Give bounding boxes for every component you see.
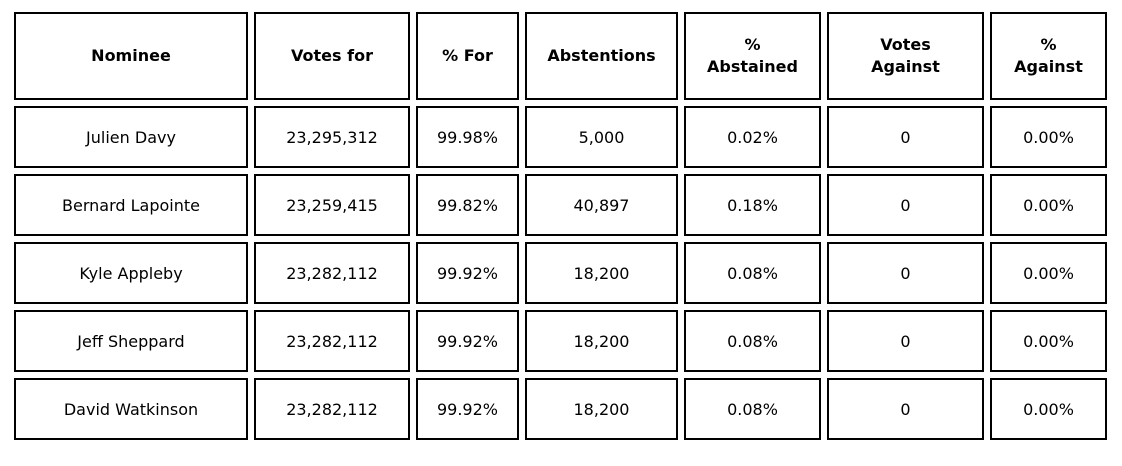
cell-percent-for: 99.92% bbox=[416, 378, 519, 440]
table-row: Kyle Appleby 23,282,112 99.92% 18,200 0.… bbox=[14, 242, 1107, 304]
cell-percent-against: 0.00% bbox=[990, 242, 1107, 304]
cell-percent-against: 0.00% bbox=[990, 174, 1107, 236]
cell-percent-abstained: 0.08% bbox=[684, 242, 821, 304]
cell-percent-abstained: 0.08% bbox=[684, 378, 821, 440]
cell-abstentions: 5,000 bbox=[525, 106, 678, 168]
cell-percent-for: 99.82% bbox=[416, 174, 519, 236]
cell-votes-for: 23,282,112 bbox=[254, 310, 410, 372]
cell-percent-abstained: 0.02% bbox=[684, 106, 821, 168]
cell-votes-against: 0 bbox=[827, 310, 984, 372]
cell-votes-against: 0 bbox=[827, 378, 984, 440]
header-row: Nominee Votes for % For Abstentions % Ab… bbox=[14, 12, 1107, 100]
cell-votes-for: 23,282,112 bbox=[254, 378, 410, 440]
cell-percent-against: 0.00% bbox=[990, 310, 1107, 372]
cell-nominee: Bernard Lapointe bbox=[14, 174, 248, 236]
table-row: Jeff Sheppard 23,282,112 99.92% 18,200 0… bbox=[14, 310, 1107, 372]
cell-abstentions: 18,200 bbox=[525, 378, 678, 440]
header-cell-abstentions: Abstentions bbox=[525, 12, 678, 100]
table-row: David Watkinson 23,282,112 99.92% 18,200… bbox=[14, 378, 1107, 440]
cell-votes-for: 23,282,112 bbox=[254, 242, 410, 304]
cell-nominee: Jeff Sheppard bbox=[14, 310, 248, 372]
cell-votes-for: 23,295,312 bbox=[254, 106, 410, 168]
cell-percent-against: 0.00% bbox=[990, 378, 1107, 440]
header-cell-nominee: Nominee bbox=[14, 12, 248, 100]
cell-percent-for: 99.98% bbox=[416, 106, 519, 168]
cell-abstentions: 18,200 bbox=[525, 310, 678, 372]
cell-votes-against: 0 bbox=[827, 174, 984, 236]
cell-percent-for: 99.92% bbox=[416, 242, 519, 304]
cell-abstentions: 18,200 bbox=[525, 242, 678, 304]
cell-percent-abstained: 0.18% bbox=[684, 174, 821, 236]
cell-votes-for: 23,259,415 bbox=[254, 174, 410, 236]
cell-percent-abstained: 0.08% bbox=[684, 310, 821, 372]
cell-abstentions: 40,897 bbox=[525, 174, 678, 236]
cell-nominee: David Watkinson bbox=[14, 378, 248, 440]
cell-votes-against: 0 bbox=[827, 242, 984, 304]
cell-votes-against: 0 bbox=[827, 106, 984, 168]
table-row: Julien Davy 23,295,312 99.98% 5,000 0.02… bbox=[14, 106, 1107, 168]
header-cell-percent-against: % Against bbox=[990, 12, 1107, 100]
cell-percent-for: 99.92% bbox=[416, 310, 519, 372]
header-cell-votes-for: Votes for bbox=[254, 12, 410, 100]
table-row: Bernard Lapointe 23,259,415 99.82% 40,89… bbox=[14, 174, 1107, 236]
cell-nominee: Julien Davy bbox=[14, 106, 248, 168]
voting-results-table: Nominee Votes for % For Abstentions % Ab… bbox=[8, 6, 1113, 446]
header-cell-votes-against: Votes Against bbox=[827, 12, 984, 100]
header-cell-percent-abstained: % Abstained bbox=[684, 12, 821, 100]
cell-percent-against: 0.00% bbox=[990, 106, 1107, 168]
cell-nominee: Kyle Appleby bbox=[14, 242, 248, 304]
header-cell-percent-for: % For bbox=[416, 12, 519, 100]
